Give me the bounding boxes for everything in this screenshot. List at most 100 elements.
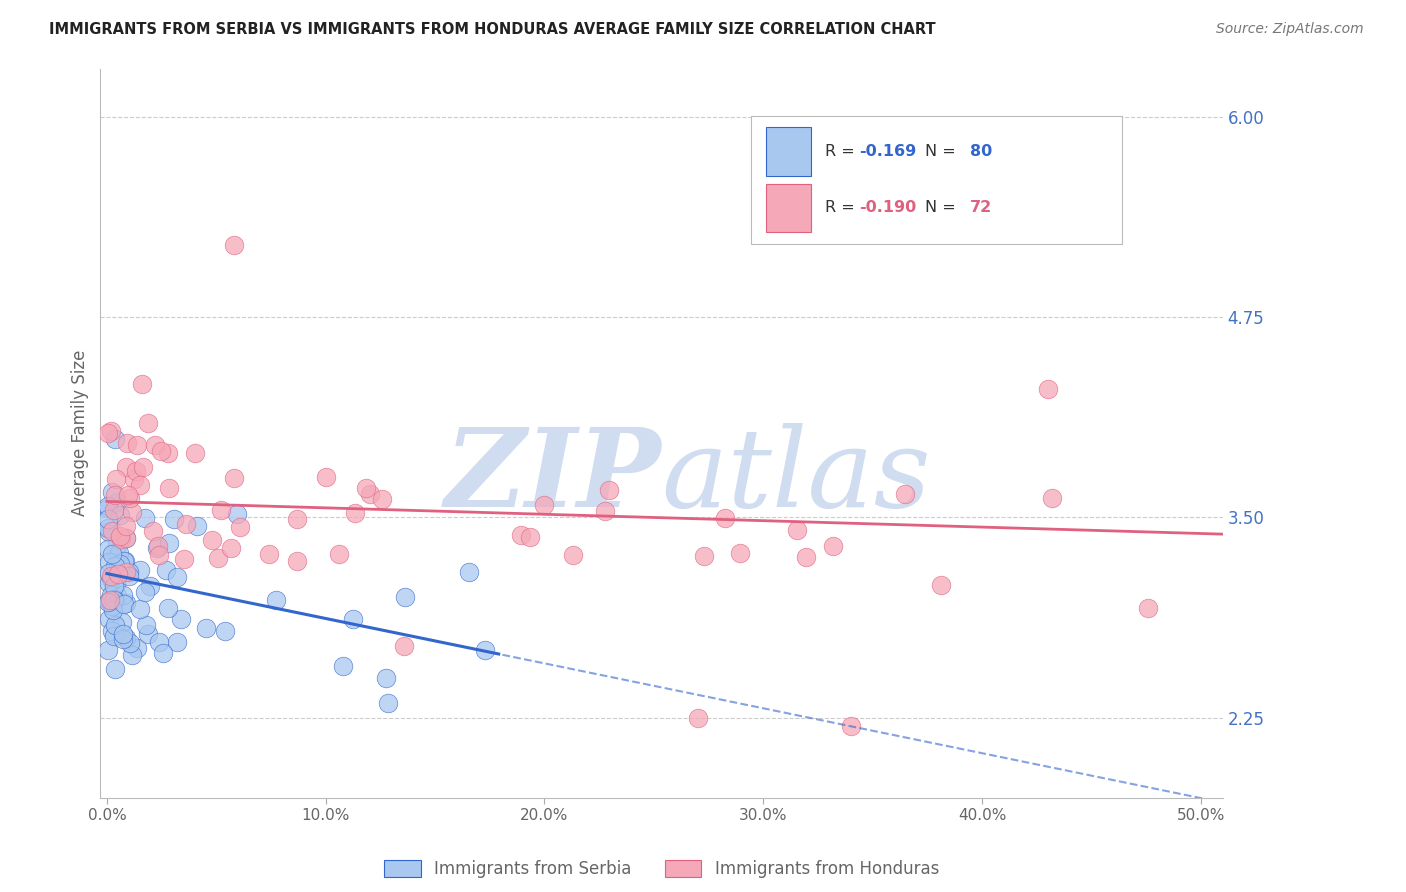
- Text: R =: R =: [825, 201, 860, 215]
- Legend: Immigrants from Serbia, Immigrants from Honduras: Immigrants from Serbia, Immigrants from …: [377, 853, 946, 885]
- Point: [100, 571, 122, 585]
- Point: [184, 446, 207, 460]
- Point: [127, 641, 149, 656]
- Point: [122, 472, 145, 486]
- Point: [533, 498, 555, 512]
- Point: [209, 503, 232, 517]
- Point: [1137, 601, 1160, 615]
- Point: [257, 547, 280, 561]
- Point: [510, 528, 533, 542]
- Point: [104, 577, 127, 591]
- Point: [821, 539, 844, 553]
- Point: [103, 629, 125, 643]
- Point: [97, 520, 120, 534]
- Point: [315, 470, 337, 484]
- Point: [219, 541, 242, 556]
- Point: [173, 552, 195, 566]
- Point: [114, 532, 136, 546]
- Text: Source: ZipAtlas.com: Source: ZipAtlas.com: [1216, 22, 1364, 37]
- Point: [157, 482, 180, 496]
- Point: [103, 503, 125, 517]
- Point: [111, 588, 134, 602]
- Point: [98, 524, 121, 539]
- Point: [207, 551, 229, 566]
- Point: [114, 554, 136, 568]
- Point: [201, 533, 224, 548]
- Point: [135, 618, 157, 632]
- Point: [101, 524, 124, 539]
- Point: [121, 648, 143, 662]
- Point: [186, 519, 208, 533]
- Point: [98, 566, 121, 581]
- Point: [121, 505, 143, 519]
- Point: [101, 485, 124, 500]
- Point: [166, 570, 188, 584]
- Point: [222, 471, 245, 485]
- Point: [344, 506, 367, 520]
- Point: [146, 541, 169, 555]
- Point: [104, 488, 127, 502]
- Point: [377, 696, 399, 710]
- Point: [394, 590, 416, 604]
- Point: [103, 592, 125, 607]
- Point: [112, 554, 135, 568]
- Point: [104, 472, 127, 486]
- Point: [139, 579, 162, 593]
- Point: [103, 579, 125, 593]
- Point: [97, 555, 120, 569]
- Point: [328, 547, 350, 561]
- Point: [107, 590, 129, 604]
- Point: [111, 627, 134, 641]
- Point: [128, 563, 150, 577]
- Point: [97, 595, 120, 609]
- Point: [713, 511, 735, 525]
- Point: [115, 532, 138, 546]
- Point: [134, 511, 156, 525]
- Point: [118, 491, 141, 506]
- Point: [101, 599, 124, 613]
- Point: [100, 589, 122, 603]
- Point: [101, 624, 124, 639]
- Text: N =: N =: [925, 201, 962, 215]
- Point: [132, 460, 155, 475]
- Point: [356, 481, 378, 495]
- Point: [143, 438, 166, 452]
- Point: [374, 672, 396, 686]
- Point: [108, 546, 131, 560]
- Point: [100, 569, 122, 583]
- Point: [98, 592, 121, 607]
- Point: [786, 523, 808, 537]
- Point: [97, 612, 120, 626]
- Point: [392, 639, 415, 653]
- Point: [157, 446, 180, 460]
- Point: [359, 487, 381, 501]
- Point: [214, 624, 236, 638]
- Point: [163, 512, 186, 526]
- Point: [100, 424, 122, 438]
- Point: [152, 646, 174, 660]
- Point: [108, 557, 131, 571]
- Point: [794, 550, 817, 565]
- Point: [222, 238, 245, 252]
- Point: [229, 520, 252, 534]
- Point: [285, 511, 308, 525]
- Point: [148, 635, 170, 649]
- Point: [839, 719, 862, 733]
- Point: [118, 636, 141, 650]
- Point: [136, 627, 159, 641]
- Point: [730, 546, 752, 560]
- Point: [693, 549, 716, 563]
- Point: [110, 533, 132, 547]
- Point: [136, 416, 159, 430]
- Point: [107, 567, 129, 582]
- Point: [97, 500, 120, 514]
- Point: [115, 596, 138, 610]
- Point: [893, 487, 915, 501]
- Point: [112, 632, 135, 646]
- Point: [97, 511, 120, 525]
- Point: [97, 500, 120, 515]
- Point: [128, 602, 150, 616]
- Point: [128, 478, 150, 492]
- Point: [155, 563, 177, 577]
- Point: [103, 593, 125, 607]
